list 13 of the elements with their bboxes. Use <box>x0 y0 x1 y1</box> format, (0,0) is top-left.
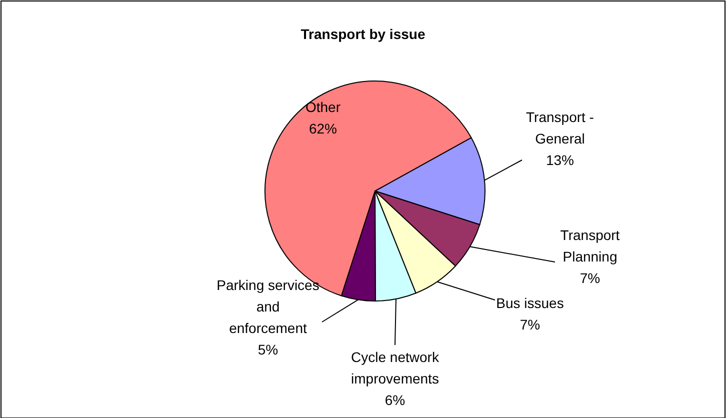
slice-label: Cycle network improvements <box>351 349 440 386</box>
data-label: 13% <box>546 152 574 168</box>
slice-label: Transport - General <box>526 109 594 146</box>
data-label: 5% <box>258 342 278 358</box>
slice-label: Parking services and enforcement <box>216 277 320 336</box>
data-label: 6% <box>384 392 406 408</box>
slice-label: Bus issues <box>496 295 564 311</box>
data-label: 7% <box>520 316 540 332</box>
slice-label: Transport Planning <box>560 227 620 264</box>
data-label: 62% <box>308 120 338 136</box>
data-label: 7% <box>580 270 600 286</box>
chart-title: Transport by issue <box>300 26 426 42</box>
slice-label: Other <box>305 99 341 115</box>
